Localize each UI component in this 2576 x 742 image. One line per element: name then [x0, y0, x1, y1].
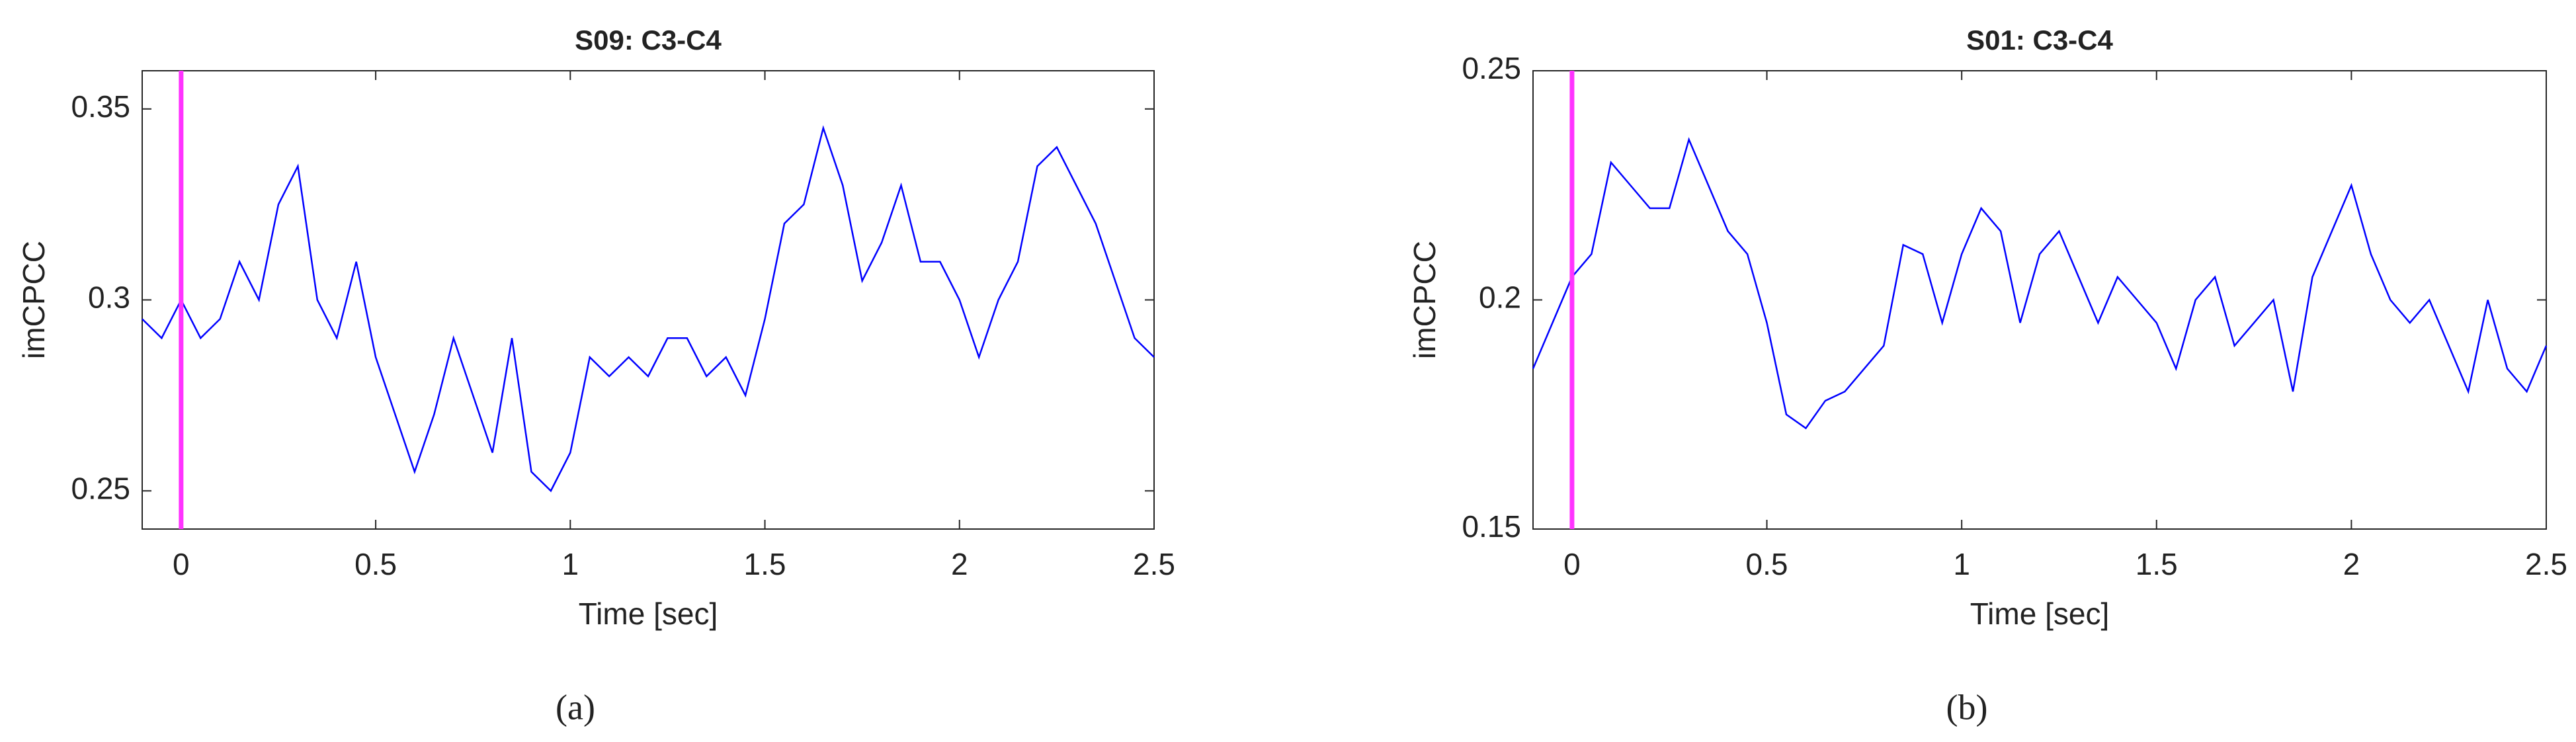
x-tick-label: 0.5	[1746, 547, 1788, 581]
y-tick-label: 0.35	[71, 89, 130, 124]
plot-frame	[142, 70, 1155, 530]
caption: (a)	[556, 687, 595, 727]
x-tick-label: 0	[173, 547, 190, 581]
caption: (b)	[1946, 687, 1988, 727]
chart-title: S09: C3-C4	[575, 24, 722, 56]
x-axis-label: Time [sec]	[579, 597, 718, 631]
x-tick-label: 2.5	[1133, 547, 1175, 581]
x-tick-label: 2.5	[2525, 547, 2567, 581]
x-tick-label: 0.5	[354, 547, 397, 581]
y-tick-label: 0.25	[1462, 51, 1521, 85]
y-tick-label: 0.3	[88, 280, 130, 315]
chart-title: S01: C3-C4	[1966, 24, 2113, 56]
x-axis-label: Time [sec]	[1970, 597, 2109, 631]
x-tick-label: 0	[1563, 547, 1581, 581]
x-tick-label: 1	[1953, 547, 1970, 581]
data-line	[1532, 137, 2548, 430]
x-tick-label: 2	[951, 547, 968, 581]
x-tick-label: 1.5	[744, 547, 786, 581]
y-axis-label: imCPCC	[1407, 241, 1442, 359]
y-axis-label: imCPCC	[17, 241, 51, 359]
x-tick-label: 2	[2343, 547, 2360, 581]
x-tick-label: 1	[562, 547, 579, 581]
y-tick-label: 0.25	[71, 471, 130, 505]
plot-frame	[1532, 70, 2547, 530]
y-tick-label: 0.15	[1462, 509, 1521, 544]
y-tick-label: 0.2	[1479, 280, 1521, 315]
x-tick-label: 1.5	[2136, 547, 2178, 581]
data-line	[142, 125, 1155, 493]
